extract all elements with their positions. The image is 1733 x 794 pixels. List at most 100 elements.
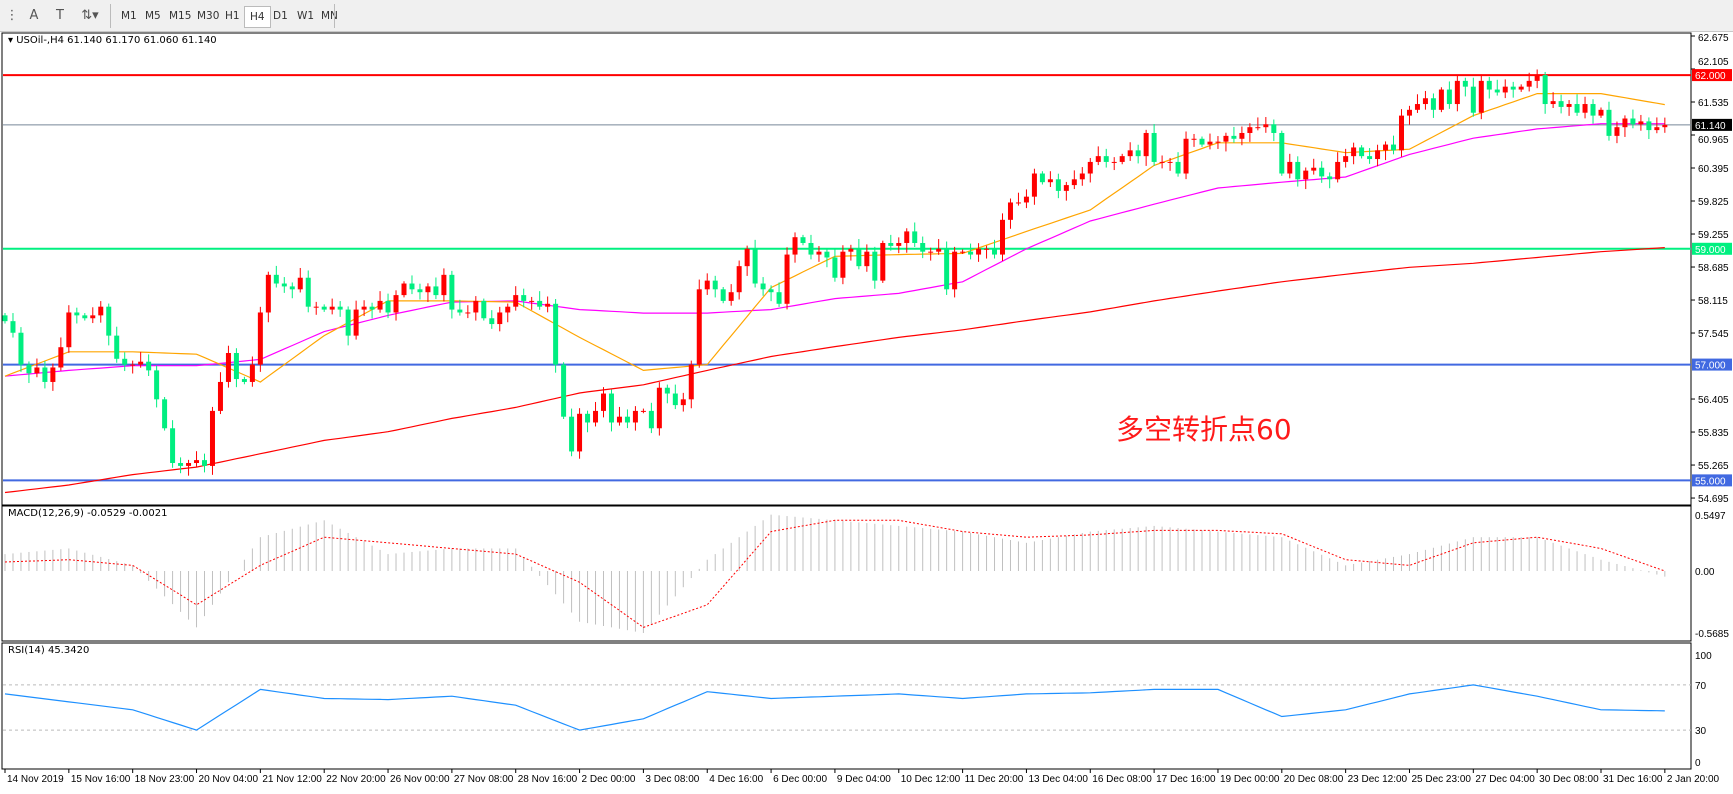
timeframe-h1[interactable]: H1 <box>225 10 240 22</box>
chart-canvas[interactable]: 62.675 62.105 61.535 60.965 60.395 59.825 59.2… <box>0 32 1733 794</box>
level-tag-bg <box>1692 474 1732 487</box>
candle-body <box>1646 121 1652 131</box>
time-tick-label: 2 Jan 20:00 <box>1667 774 1720 785</box>
candle-body <box>1590 104 1596 116</box>
candle-body <box>329 306 335 310</box>
time-tick-label: 20 Nov 04:00 <box>199 774 259 785</box>
timeframe-m30[interactable]: M30 <box>197 10 220 22</box>
time-tick-label: 27 Dec 04:00 <box>1475 774 1535 785</box>
level-tag-61.140: 61.140 <box>1695 121 1726 132</box>
price-tick-label: 57.545 <box>1698 329 1729 340</box>
collapse-triangle-icon[interactable]: ▾ <box>8 35 14 46</box>
candle-body <box>736 266 742 293</box>
candle-body <box>241 379 247 382</box>
candle-body <box>1638 121 1644 125</box>
candle-body <box>1071 179 1077 186</box>
time-tick-label: 22 Nov 20:00 <box>326 774 386 785</box>
candle-body <box>82 315 88 319</box>
candle-body <box>672 393 678 406</box>
timeframe-m1[interactable]: M1 <box>121 10 137 22</box>
candle-body <box>1039 173 1045 183</box>
candle-body <box>880 242 886 281</box>
timeframe-h4[interactable]: H4 <box>244 6 271 28</box>
text-icon[interactable]: A <box>29 8 39 23</box>
arrows-icon[interactable]: ⇅▾ <box>81 8 99 23</box>
candle-body <box>1079 173 1085 180</box>
candle-body <box>473 300 479 313</box>
candle-body <box>720 289 726 301</box>
text-label-icon[interactable]: T <box>56 8 64 23</box>
chart-window[interactable]: 62.675 62.105 61.535 60.965 60.395 59.825 59.2… <box>0 32 1733 794</box>
candle-body <box>744 248 750 267</box>
rsi-panel <box>1 642 1692 770</box>
candle-body <box>138 361 144 365</box>
fibonacci-fan-icon[interactable]: ⋮ <box>5 8 19 23</box>
candle-body <box>561 364 567 417</box>
candle-body <box>1103 156 1109 162</box>
candle-body <box>433 286 439 296</box>
candle-body <box>1031 173 1037 197</box>
candle-body <box>401 283 407 296</box>
candle-body <box>1231 135 1237 139</box>
candle-body <box>10 321 16 333</box>
candle-body <box>58 347 64 368</box>
candle-body <box>1430 98 1436 110</box>
candle-body <box>449 274 455 310</box>
candle-body <box>992 248 998 255</box>
candle-body <box>361 306 367 310</box>
candle-body <box>1406 109 1412 116</box>
candle-body <box>537 300 543 307</box>
candle-body <box>1023 196 1029 203</box>
candle-body <box>26 364 32 374</box>
candle-body <box>1446 89 1452 105</box>
timeframe-m5[interactable]: M5 <box>145 10 161 22</box>
rsi-line <box>4 684 1665 731</box>
candle-body <box>50 367 56 382</box>
candle-body <box>1207 141 1213 145</box>
candle-body <box>154 370 160 400</box>
candle-body <box>1598 109 1604 116</box>
candle-body <box>178 463 184 466</box>
candle-body <box>632 410 638 423</box>
candle-body <box>1175 161 1181 174</box>
candle-body <box>1654 127 1660 131</box>
candle-body <box>1303 170 1309 180</box>
candle-body <box>489 318 495 325</box>
candle-body <box>409 283 415 290</box>
price-tick-label: 61.535 <box>1698 98 1729 109</box>
candle-body <box>170 428 176 464</box>
timeframe-mn[interactable]: MN <box>321 10 338 22</box>
candle-body <box>369 306 375 310</box>
rsi-tick-label: 70 <box>1695 681 1707 692</box>
candle-body <box>521 295 527 301</box>
level-tag-59.000: 59.000 <box>1695 245 1726 256</box>
candle-body <box>872 251 878 281</box>
level-tag-bg <box>1692 69 1732 82</box>
candle-body <box>832 257 838 278</box>
candle-body <box>648 410 654 429</box>
candle-body <box>704 280 710 290</box>
timeframe-d1[interactable]: D1 <box>273 10 288 22</box>
candle-body <box>273 274 279 284</box>
timeframe-w1[interactable]: W1 <box>297 10 315 22</box>
candle-body <box>2 315 8 322</box>
price-tick-label: 62.105 <box>1698 57 1729 68</box>
candle-body <box>457 309 463 313</box>
candle-body <box>888 242 894 246</box>
candle-body <box>1255 127 1261 129</box>
time-tick-label: 6 Dec 00:00 <box>773 774 827 785</box>
time-tick-label: 20 Dec 08:00 <box>1284 774 1344 785</box>
candle-body <box>481 300 487 319</box>
candle-body <box>1510 86 1516 90</box>
timeframe-m15[interactable]: M15 <box>169 10 192 22</box>
toolbar: ⋮ A T ⇅▾ M1 M5 M15 M30 H1 H4 D1 W1 MN <box>0 0 1733 32</box>
candle-body <box>186 463 192 466</box>
candle-body <box>1183 138 1189 174</box>
time-tick-label: 16 Dec 08:00 <box>1092 774 1152 785</box>
candle-body <box>529 300 535 302</box>
time-tick-label: 19 Dec 00:00 <box>1220 774 1280 785</box>
candle-body <box>1135 150 1141 157</box>
candle-body <box>265 274 271 313</box>
candle-body <box>1454 80 1460 105</box>
candle-body <box>1399 115 1404 151</box>
